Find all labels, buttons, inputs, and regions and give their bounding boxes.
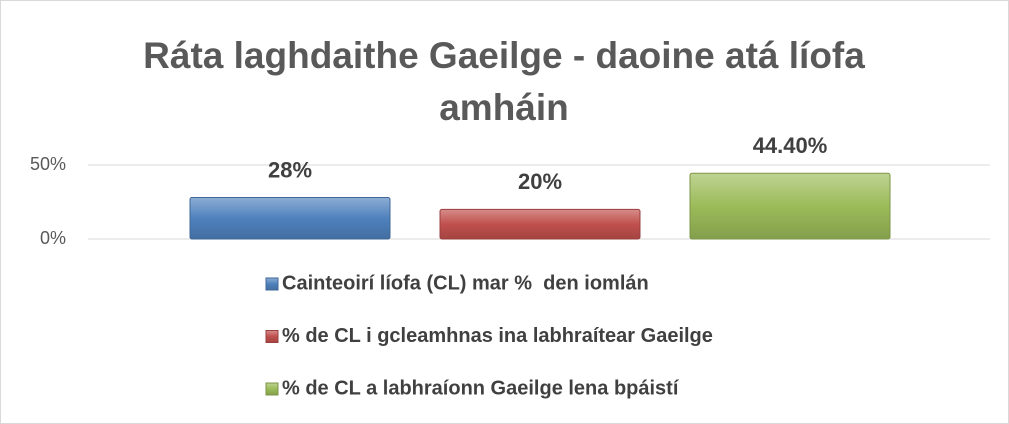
bar <box>689 172 891 240</box>
legend-label: % de CL a labhraíonn Gaeilge lena bpáist… <box>282 377 680 399</box>
legend-swatch <box>265 382 279 396</box>
y-tick-label: 50% <box>30 154 66 174</box>
value-label: 20% <box>518 169 562 194</box>
bar <box>189 197 391 240</box>
legend-label: % de CL i gcleamhnas ina labhraítear Gae… <box>282 325 713 347</box>
value-label: 28% <box>268 157 312 182</box>
value-label: 44.40% <box>753 133 828 158</box>
legend-label: Cainteoirí líofa (CL) mar % den iomlán <box>282 272 649 294</box>
legend-swatch <box>265 277 279 291</box>
legend-swatch <box>265 330 279 343</box>
y-tick-label: 0% <box>40 228 66 248</box>
chart-title: Ráta laghdaithe Gaeilge - daoine atá lío… <box>143 35 865 128</box>
bar <box>439 208 641 240</box>
